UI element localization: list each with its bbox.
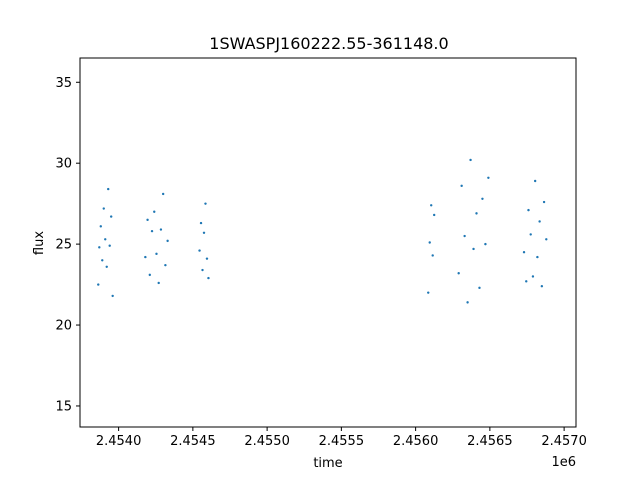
data-point	[536, 255, 539, 259]
data-point	[166, 239, 169, 243]
data-point	[527, 208, 530, 212]
data-point	[153, 210, 156, 213]
data-point	[99, 225, 102, 228]
y-tick-label: 35	[55, 76, 72, 91]
plot-area	[79, 57, 577, 428]
x-tick-label: 2.4555	[319, 434, 365, 449]
data-point	[484, 242, 487, 246]
chart-title: 1SWASPJ160222.55-361148.0	[209, 34, 448, 53]
data-point	[525, 280, 528, 283]
data-point	[146, 218, 149, 222]
x-tick-label: 2.4560	[393, 434, 439, 449]
data-point	[148, 273, 151, 277]
data-point	[102, 207, 105, 210]
x-tick-label: 2.4550	[244, 434, 290, 449]
data-point	[207, 276, 210, 280]
data-point	[522, 251, 526, 254]
data-point	[164, 263, 167, 267]
data-point	[198, 249, 201, 252]
data-point	[432, 213, 436, 217]
data-point	[199, 221, 203, 225]
data-point	[428, 241, 431, 244]
data-point	[457, 272, 460, 275]
data-point	[529, 233, 532, 236]
x-axis-ticks: 2.4540 2.4545 2.4550 2.4555 2.4560 2.4565 2.45…	[96, 427, 587, 449]
data-point	[104, 238, 107, 241]
data-point	[107, 187, 110, 191]
data-point	[101, 259, 104, 262]
data-point	[542, 200, 546, 204]
data-point	[155, 252, 158, 256]
data-point	[105, 265, 108, 268]
data-point	[111, 294, 114, 298]
x-axis-label: time	[313, 456, 342, 471]
data-point	[478, 286, 481, 290]
data-point	[150, 229, 154, 233]
data-point	[204, 202, 207, 205]
data-point	[487, 176, 490, 179]
x-tick-label: 2.4565	[467, 434, 513, 449]
data-point	[109, 215, 113, 218]
data-point	[205, 257, 209, 260]
data-point	[144, 255, 147, 259]
points-layer	[97, 158, 548, 304]
y-axis-label: flux	[32, 231, 47, 255]
data-point	[463, 234, 466, 238]
data-point	[472, 247, 475, 251]
data-point	[201, 268, 204, 272]
data-point	[545, 238, 548, 241]
data-point	[481, 197, 484, 201]
data-point	[460, 184, 463, 188]
data-point	[431, 254, 434, 257]
y-axis-ticks: 15 20 25 30 35	[55, 76, 80, 414]
data-point	[469, 158, 472, 162]
data-point	[475, 212, 478, 215]
data-point	[427, 291, 430, 294]
data-point	[159, 228, 163, 231]
data-point	[430, 204, 433, 207]
x-tick-label: 2.4540	[96, 434, 142, 449]
x-axis-offset-label: 1e6	[551, 455, 576, 470]
x-tick-label: 2.4545	[170, 434, 216, 449]
x-tick-label: 2.4570	[541, 434, 587, 449]
data-point	[157, 281, 160, 285]
data-point	[97, 283, 100, 286]
y-tick-label: 20	[55, 319, 72, 334]
data-point	[538, 220, 541, 223]
data-point	[531, 275, 535, 278]
data-point	[202, 231, 206, 234]
y-tick-label: 25	[55, 238, 72, 253]
y-tick-label: 15	[55, 399, 72, 414]
data-point	[466, 301, 469, 304]
y-tick-label: 30	[55, 157, 72, 172]
data-point	[108, 244, 111, 247]
data-point	[98, 246, 101, 249]
data-point	[533, 179, 537, 183]
data-point	[540, 284, 544, 288]
data-point	[161, 192, 165, 196]
